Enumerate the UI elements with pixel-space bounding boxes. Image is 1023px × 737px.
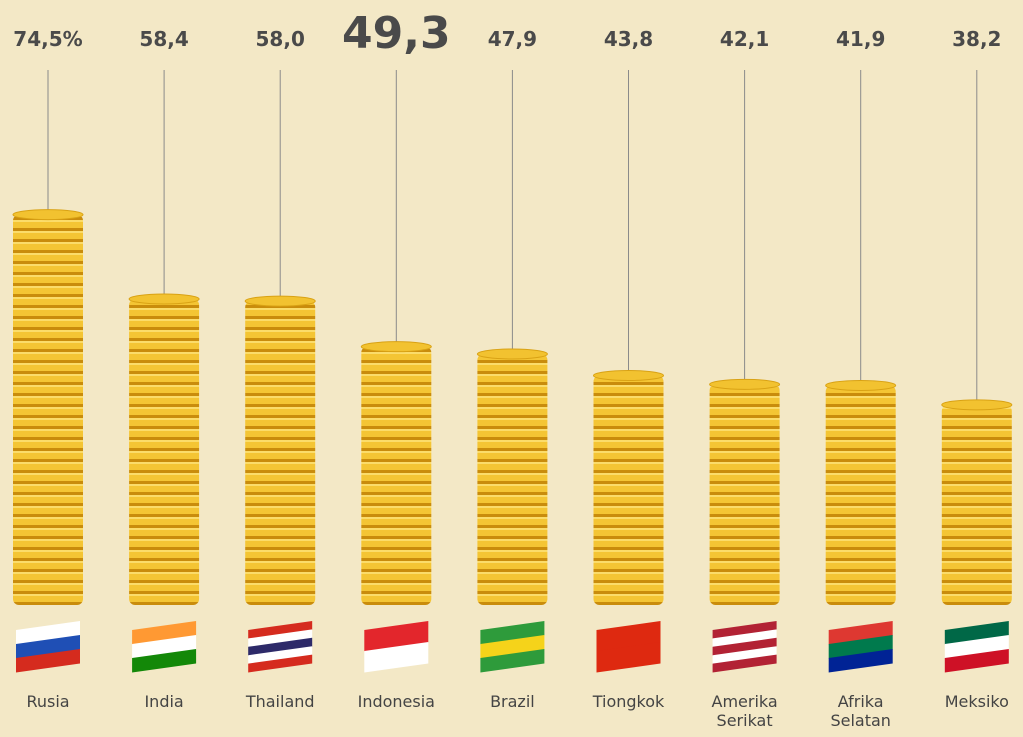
category-label: Brazil bbox=[490, 692, 535, 711]
value-label: 47,9 bbox=[488, 27, 537, 51]
coin-top bbox=[128, 293, 200, 305]
flag-icon bbox=[712, 621, 777, 673]
category-label: Tiongkok bbox=[592, 692, 665, 711]
flag-icon bbox=[16, 621, 80, 673]
bar bbox=[245, 301, 316, 605]
flag-icon bbox=[132, 621, 197, 673]
bar bbox=[825, 385, 896, 605]
flag-icon bbox=[828, 621, 893, 673]
value-label: 42,1 bbox=[720, 27, 769, 51]
coin-top bbox=[244, 295, 316, 307]
value-label: 49,3 bbox=[342, 8, 451, 59]
category-label: Amerika Serikat bbox=[711, 692, 778, 730]
coin-top bbox=[12, 209, 84, 221]
bar bbox=[477, 354, 548, 605]
flag-icon bbox=[364, 621, 429, 673]
bar bbox=[361, 346, 432, 605]
value-label: 41,9 bbox=[836, 27, 885, 51]
category-label: Thailand bbox=[245, 692, 315, 711]
bar bbox=[593, 375, 664, 605]
category-label: Rusia bbox=[26, 692, 70, 711]
category-label: Indonesia bbox=[357, 692, 435, 711]
bar bbox=[709, 384, 780, 605]
bar bbox=[941, 404, 1012, 605]
flag-icon bbox=[480, 621, 545, 673]
value-label: 74,5% bbox=[13, 27, 82, 51]
value-label: 43,8 bbox=[604, 27, 653, 51]
coin-top bbox=[941, 399, 1013, 411]
bar bbox=[129, 298, 200, 605]
flag-icon bbox=[944, 621, 1009, 673]
bar bbox=[13, 214, 83, 605]
flag-icon bbox=[596, 621, 661, 673]
coin-top bbox=[593, 369, 664, 381]
coin-top bbox=[825, 379, 897, 391]
category-label: India bbox=[144, 692, 184, 711]
category-label: Afrika Selatan bbox=[830, 692, 891, 730]
coin-top bbox=[476, 348, 548, 360]
coin-top bbox=[360, 341, 432, 353]
value-label: 58,0 bbox=[256, 27, 305, 51]
flag-icon bbox=[248, 621, 313, 673]
category-label: Meksiko bbox=[944, 692, 1009, 711]
coin-top bbox=[709, 378, 781, 390]
value-label: 38,2 bbox=[952, 27, 1001, 51]
value-label: 58,4 bbox=[139, 27, 188, 51]
